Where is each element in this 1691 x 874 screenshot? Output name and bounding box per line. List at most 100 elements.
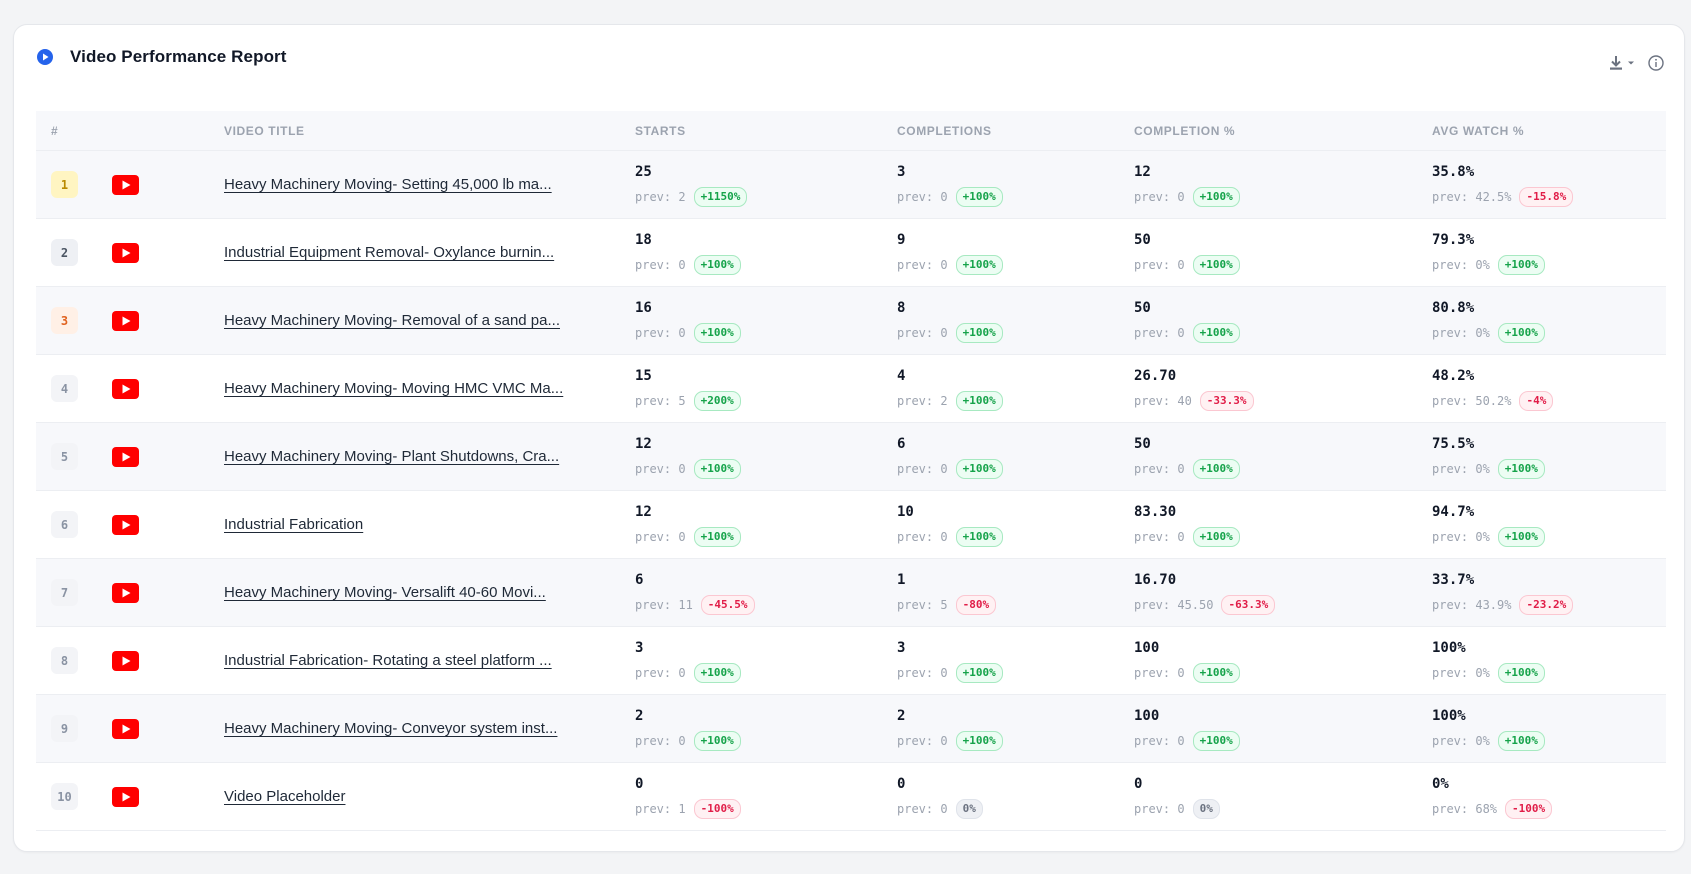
table-row[interactable]: 6 Industrial Fabrication 12 prev: 0 +100…: [36, 491, 1666, 559]
download-icon: [1610, 56, 1622, 70]
completions-value: 3: [897, 640, 906, 656]
video-title-cell: Heavy Machinery Moving- Conveyor system …: [224, 720, 635, 737]
table-row[interactable]: 8 Industrial Fabrication- Rotating a ste…: [36, 627, 1666, 695]
video-title-cell: Heavy Machinery Moving- Plant Shutdowns,…: [224, 448, 635, 465]
youtube-icon: [112, 582, 139, 603]
rank-cell: 1: [36, 171, 102, 198]
avg-watch-change-badge: -4%: [1519, 391, 1554, 411]
youtube-icon: [112, 310, 139, 331]
completion-pct-change-badge: 0%: [1192, 799, 1220, 819]
video-title-link[interactable]: Heavy Machinery Moving- Plant Shutdowns,…: [224, 448, 560, 465]
avg-watch-value: 79.3%: [1432, 232, 1475, 248]
avg-watch-value: 100%: [1432, 640, 1466, 656]
completion-pct-cell: 26.70 prev: 40 -33.3%: [1134, 366, 1432, 411]
youtube-icon: [112, 242, 139, 263]
completions-cell: 6 prev: 0 +100%: [897, 434, 1134, 479]
starts-value: 25: [635, 164, 652, 180]
starts-change-badge: +100%: [693, 527, 741, 547]
completions-cell: 10 prev: 0 +100%: [897, 502, 1134, 547]
avg-watch-prev: prev: 43.9%: [1432, 598, 1512, 612]
col-avg-watch-header: AVG WATCH %: [1432, 123, 1525, 138]
video-icon-cell: [102, 446, 224, 467]
table-row[interactable]: 5 Heavy Machinery Moving- Plant Shutdown…: [36, 423, 1666, 491]
completions-prev: prev: 0: [897, 326, 948, 340]
starts-value: 16: [635, 300, 652, 316]
table-row[interactable]: 7 Heavy Machinery Moving- Versalift 40-6…: [36, 559, 1666, 627]
avg-watch-cell: 100% prev: 0% +100%: [1432, 706, 1666, 751]
avg-watch-prev: prev: 68%: [1432, 802, 1498, 816]
rank-badge: 9: [51, 715, 78, 742]
completions-prev: prev: 5: [897, 598, 948, 612]
table-row[interactable]: 1 Heavy Machinery Moving- Setting 45,000…: [36, 151, 1666, 219]
report-title: Video Performance Report: [70, 47, 287, 66]
video-icon-cell: [102, 786, 224, 807]
info-button[interactable]: [1648, 55, 1664, 71]
video-title-cell: Industrial Equipment Removal- Oxylance b…: [224, 244, 635, 261]
table-row[interactable]: 9 Heavy Machinery Moving- Conveyor syste…: [36, 695, 1666, 763]
video-title-link[interactable]: Video Placeholder: [224, 788, 346, 805]
completions-value: 0: [897, 776, 906, 792]
avg-watch-change-badge: +100%: [1497, 663, 1545, 683]
avg-watch-value: 33.7%: [1432, 572, 1475, 588]
completion-pct-prev: prev: 0: [1134, 326, 1185, 340]
completion-pct-prev: prev: 0: [1134, 462, 1185, 476]
video-title-link[interactable]: Heavy Machinery Moving- Removal of a san…: [224, 312, 560, 329]
starts-cell: 12 prev: 0 +100%: [635, 434, 897, 479]
completions-cell: 3 prev: 0 +100%: [897, 162, 1134, 207]
completion-pct-change-badge: +100%: [1192, 731, 1240, 751]
video-title-link[interactable]: Heavy Machinery Moving- Moving HMC VMC M…: [224, 380, 564, 397]
completions-cell: 9 prev: 0 +100%: [897, 230, 1134, 275]
starts-prev: prev: 0: [635, 530, 686, 544]
avg-watch-change-badge: +100%: [1497, 255, 1545, 275]
starts-cell: 18 prev: 0 +100%: [635, 230, 897, 275]
starts-cell: 12 prev: 0 +100%: [635, 502, 897, 547]
video-title-link[interactable]: Industrial Equipment Removal- Oxylance b…: [224, 244, 555, 261]
avg-watch-value: 100%: [1432, 708, 1466, 724]
video-title-link[interactable]: Heavy Machinery Moving- Setting 45,000 l…: [224, 176, 552, 193]
rank-badge: 10: [51, 783, 78, 810]
rank-cell: 9: [36, 715, 102, 742]
completions-value: 10: [897, 504, 914, 520]
completion-pct-prev: prev: 0: [1134, 802, 1185, 816]
completion-pct-change-badge: +100%: [1192, 187, 1240, 207]
completions-cell: 2 prev: 0 +100%: [897, 706, 1134, 751]
avg-watch-prev: prev: 0%: [1432, 258, 1490, 272]
completions-change-badge: +100%: [955, 323, 1003, 343]
avg-watch-cell: 35.8% prev: 42.5% -15.8%: [1432, 162, 1666, 207]
completions-value: 3: [897, 164, 906, 180]
video-title-link[interactable]: Heavy Machinery Moving- Versalift 40-60 …: [224, 584, 546, 601]
starts-value: 2: [635, 708, 644, 724]
starts-change-badge: -45.5%: [700, 595, 755, 615]
completions-change-badge: +100%: [955, 187, 1003, 207]
completions-value: 6: [897, 436, 906, 452]
video-title-link[interactable]: Industrial Fabrication: [224, 516, 364, 533]
avg-watch-value: 48.2%: [1432, 368, 1475, 384]
video-icon-cell: [102, 582, 224, 603]
video-performance-table: # VIDEO TITLE STARTS COMPLETIONS COMPLET…: [36, 111, 1666, 831]
completion-pct-cell: 0 prev: 0 0%: [1134, 774, 1432, 819]
completions-value: 9: [897, 232, 906, 248]
completions-cell: 0 prev: 0 0%: [897, 774, 1134, 819]
completion-pct-cell: 100 prev: 0 +100%: [1134, 706, 1432, 751]
completion-pct-change-badge: +100%: [1192, 527, 1240, 547]
table-row[interactable]: 2 Industrial Equipment Removal- Oxylance…: [36, 219, 1666, 287]
table-row[interactable]: 10 Video Placeholder 0 prev: 1 -100% 0 p…: [36, 763, 1666, 831]
video-icon-cell: [102, 514, 224, 535]
table-row[interactable]: 4 Heavy Machinery Moving- Moving HMC VMC…: [36, 355, 1666, 423]
completions-change-badge: +100%: [955, 663, 1003, 683]
video-title-link[interactable]: Heavy Machinery Moving- Conveyor system …: [224, 720, 558, 737]
table-row[interactable]: 3 Heavy Machinery Moving- Removal of a s…: [36, 287, 1666, 355]
completion-pct-value: 100: [1134, 708, 1160, 724]
completions-prev: prev: 0: [897, 190, 948, 204]
table-body: 1 Heavy Machinery Moving- Setting 45,000…: [36, 151, 1666, 831]
starts-change-badge: +100%: [693, 663, 741, 683]
avg-watch-value: 35.8%: [1432, 164, 1475, 180]
completion-pct-cell: 16.70 prev: 45.50 -63.3%: [1134, 570, 1432, 615]
avg-watch-change-badge: +100%: [1497, 731, 1545, 751]
video-title-link[interactable]: Industrial Fabrication- Rotating a steel…: [224, 652, 552, 669]
col-rank-header: #: [51, 123, 59, 138]
col-starts-header: STARTS: [635, 123, 686, 138]
download-menu-button[interactable]: [1609, 55, 1636, 71]
starts-value: 15: [635, 368, 652, 384]
avg-watch-prev: prev: 0%: [1432, 530, 1490, 544]
